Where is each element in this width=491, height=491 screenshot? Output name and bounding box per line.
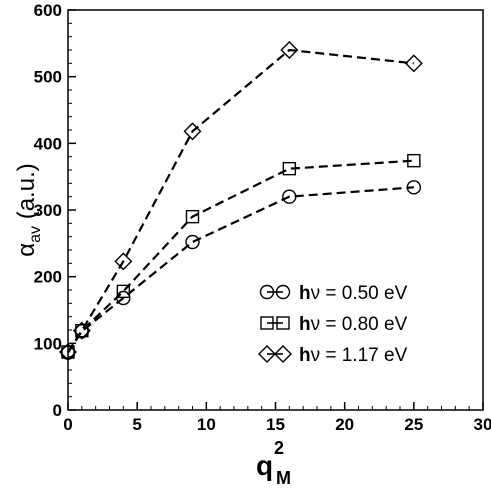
data-point-diamond [183,122,202,141]
x-tick-label: 20 [335,415,354,434]
legend: hν = 0.50 eV hν = 0.80 eV hν = 1.17 eV [258,283,408,366]
legend-marker-circle [275,284,291,300]
legend-label: hν = 0.80 eV [299,314,408,335]
data-point-diamond [72,321,91,340]
legend-marker-square [260,316,274,330]
data-point-square [185,209,200,224]
data-point-square [282,161,297,176]
y-axis-label-sub: av [27,226,44,243]
data-point-diamond [404,54,423,73]
data-point-square [116,284,131,299]
series-line [67,48,414,353]
y-tick-label: 600 [34,1,62,20]
legend-label: hν = 1.17 eV [299,345,408,366]
x-axis-label-base: q [256,450,273,481]
x-tick-label: 10 [197,415,216,434]
y-axis-label-base: α [13,243,40,257]
legend-entry: hν = 0.80 eV [260,314,408,335]
y-axis-label-unit: (a.u.) [13,163,40,226]
legend-marker-diamond [274,345,292,363]
series-layer [59,41,423,361]
y-tick-label: 500 [34,68,62,87]
plot-frame [67,9,484,411]
data-point-diamond [114,252,133,271]
data-point-square [407,153,421,168]
x-tick-label: 0 [63,415,72,434]
y-tick-label: 0 [53,401,62,420]
y-tick-label: 400 [34,134,62,153]
ticks-layer [67,9,484,411]
y-tick-label: 300 [34,201,62,220]
x-tick-label: 15 [266,415,285,434]
data-point-circle [282,189,297,204]
x-tick-label: 25 [404,415,423,434]
legend-marker-square [276,316,290,330]
legend-marker-diamond [258,345,276,363]
legend-marker-circle [259,284,275,300]
data-point-circle [185,234,200,250]
data-point-diamond [280,41,299,59]
y-tick-label: 200 [34,268,62,287]
legend-entry: hν = 1.17 eV [258,345,408,366]
x-axis-label-sub: M [276,468,291,488]
data-point-square [75,323,89,338]
series-diamond [59,41,423,361]
data-point-circle [406,180,422,195]
x-axis-label-sup: 2 [274,438,284,458]
x-axis-label: q [256,450,273,481]
legend-label: hν = 0.50 eV [299,283,408,304]
x-tick-label: 5 [132,415,141,434]
x-tick-label: 30 [474,415,491,434]
y-axis-label: αav (a.u.) [13,163,44,256]
legend-entry: hν = 0.50 eV [259,283,408,304]
y-tick-label: 100 [34,334,62,353]
